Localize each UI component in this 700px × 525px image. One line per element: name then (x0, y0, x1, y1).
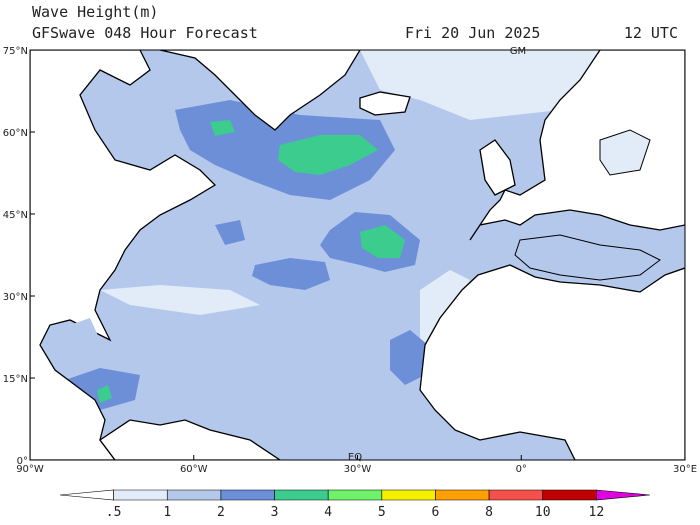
wave-area (390, 330, 428, 385)
colorbar-label: .5 (106, 505, 122, 520)
land (469, 50, 685, 241)
land (479, 139, 516, 196)
colorbar-segment (542, 489, 597, 501)
sea (514, 234, 661, 281)
lat-label: 0° (17, 456, 28, 467)
colorbar-label: 4 (324, 505, 332, 520)
meridian-label: GM (510, 46, 526, 57)
land (99, 419, 282, 460)
annotations: 75°N60°N45°N30°N15°N0°90°W 60°W 30°W 0° 30°E… (3, 46, 697, 520)
wave-area (360, 225, 405, 258)
wave-area (210, 120, 235, 136)
sea (599, 129, 651, 176)
wave-area (97, 385, 112, 403)
colorbar-label: 6 (432, 505, 440, 520)
colorbar-label: 12 (589, 505, 605, 520)
lon-label: 60°W (180, 464, 208, 475)
gulf (55, 318, 100, 362)
equator-label: EQ (348, 452, 362, 463)
lat-label: 45°N (3, 210, 28, 221)
lon-label: 30°W (344, 464, 372, 475)
lon-label: 0° (516, 464, 527, 475)
colorbar-segment (274, 489, 329, 501)
colorbar-label: 3 (271, 505, 279, 520)
land (359, 91, 411, 116)
title: Wave Height(m) (32, 3, 158, 21)
lon-label: 90°W (16, 464, 44, 475)
lat-label: 30°N (3, 292, 28, 303)
colorbar-segment (166, 489, 222, 501)
land (159, 50, 361, 131)
colorbar-segment (488, 489, 544, 501)
colorbar-label: 2 (217, 505, 225, 520)
lat-label: 75°N (3, 46, 28, 57)
colorbar-label: 8 (485, 505, 493, 520)
colorbar-label: 5 (378, 505, 386, 520)
colorbar-segment (113, 489, 168, 501)
land (30, 50, 217, 460)
wave-area (215, 220, 245, 245)
time: 12 UTC (624, 24, 678, 42)
colorbar-segment (596, 489, 651, 501)
colorbar-segment (435, 489, 490, 501)
colorbar-segment (59, 489, 114, 501)
lat-label: 60°N (3, 128, 28, 139)
lon-label: 30°E (673, 464, 697, 475)
subtitle: GFSwave 048 Hour Forecast (32, 24, 258, 42)
lat-label: 15°N (3, 374, 28, 385)
wave-area (278, 135, 378, 175)
date: Fri 20 Jun 2025 (405, 24, 540, 42)
colorbar-segment (220, 489, 275, 501)
wave-area (252, 258, 330, 290)
colorbar-segment (327, 489, 383, 501)
colorbar-label: 10 (535, 505, 551, 520)
map (29, 49, 686, 461)
colorbar-label: 1 (163, 505, 171, 520)
colorbar-segment (381, 489, 436, 501)
land (419, 264, 685, 460)
calm-area (100, 285, 260, 315)
